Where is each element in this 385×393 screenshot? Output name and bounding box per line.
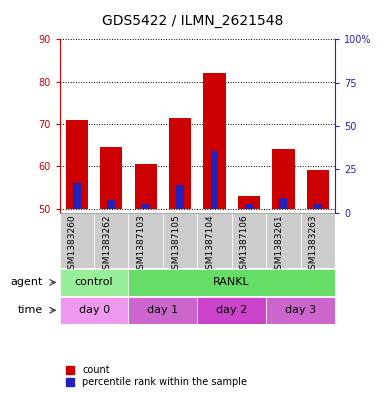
Text: time: time [18, 305, 43, 315]
Text: GSM1383262: GSM1383262 [102, 215, 111, 275]
FancyBboxPatch shape [266, 297, 335, 324]
Bar [100, 147, 122, 209]
Text: agent: agent [11, 277, 43, 287]
FancyBboxPatch shape [94, 213, 129, 268]
Legend: count, percentile rank within the sample: count, percentile rank within the sample [65, 364, 248, 388]
Text: GSM1387106: GSM1387106 [240, 215, 249, 275]
Bar [169, 118, 191, 209]
Text: GSM1383260: GSM1383260 [68, 215, 77, 275]
FancyBboxPatch shape [197, 213, 232, 268]
FancyBboxPatch shape [197, 297, 266, 324]
Bar [134, 164, 157, 209]
Bar [211, 151, 218, 209]
Bar [245, 204, 253, 209]
Text: GSM1383263: GSM1383263 [309, 215, 318, 275]
FancyBboxPatch shape [60, 297, 129, 324]
Text: day 3: day 3 [285, 305, 316, 315]
FancyBboxPatch shape [232, 213, 266, 268]
FancyBboxPatch shape [129, 213, 163, 268]
Text: day 1: day 1 [147, 305, 179, 315]
Bar [272, 149, 295, 209]
Text: GDS5422 / ILMN_2621548: GDS5422 / ILMN_2621548 [102, 14, 283, 28]
FancyBboxPatch shape [129, 269, 335, 296]
Text: GSM1387104: GSM1387104 [206, 215, 214, 275]
FancyBboxPatch shape [60, 213, 94, 268]
Bar [238, 196, 260, 209]
Bar [73, 183, 81, 209]
FancyBboxPatch shape [301, 213, 335, 268]
Text: RANKL: RANKL [213, 277, 250, 287]
Bar [306, 171, 329, 209]
Bar [176, 185, 184, 209]
Text: day 2: day 2 [216, 305, 247, 315]
Text: day 0: day 0 [79, 305, 110, 315]
Text: GSM1387105: GSM1387105 [171, 215, 180, 275]
Text: GSM1383261: GSM1383261 [275, 215, 283, 275]
Bar [203, 73, 226, 209]
Bar [280, 198, 287, 209]
FancyBboxPatch shape [60, 269, 129, 296]
Bar [66, 120, 88, 209]
Text: control: control [75, 277, 114, 287]
Bar [142, 204, 150, 209]
Text: GSM1387103: GSM1387103 [137, 215, 146, 275]
FancyBboxPatch shape [266, 213, 301, 268]
Bar [107, 200, 115, 209]
FancyBboxPatch shape [129, 297, 197, 324]
FancyBboxPatch shape [163, 213, 197, 268]
Bar [314, 204, 321, 209]
